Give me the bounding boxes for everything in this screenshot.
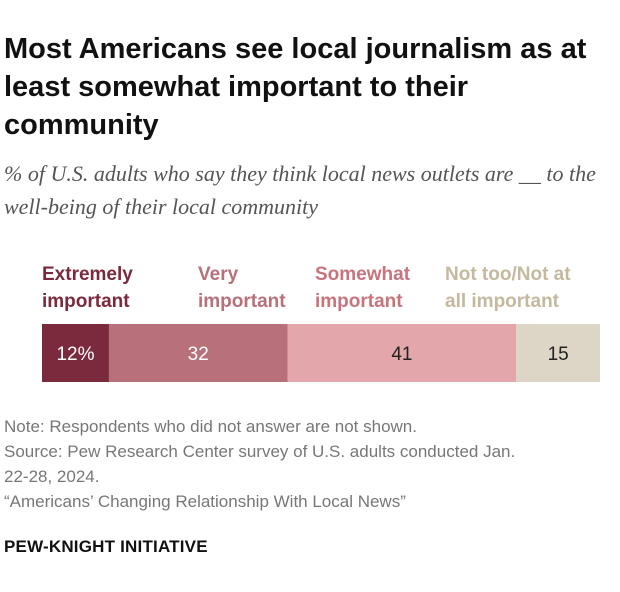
stacked-bar-chart: 12% 32 41 15: [42, 324, 600, 382]
legend-label-1-line-1: Extremely: [42, 264, 133, 285]
chart-notes: Note: Respondents who did not answer are…: [4, 414, 614, 514]
legend-label-1-line-2: important: [42, 291, 130, 312]
bar-segment-2: [108, 324, 288, 382]
data-label-2: 32: [188, 344, 209, 365]
chart-title: Most Americans see local journalism as a…: [4, 33, 587, 141]
data-label-4: 15: [548, 344, 569, 365]
legend-label-2-line-1: Very: [198, 264, 239, 285]
legend-label-2-line-2: important: [198, 291, 286, 312]
data-label-3: 41: [391, 344, 412, 365]
footer-brand: PEW-KNIGHT INITIATIVE: [4, 537, 208, 556]
source-text: Source: Pew Research Center survey of U.…: [4, 442, 516, 461]
report-title: “Americans’ Changing Relationship With L…: [4, 492, 406, 511]
chart-subtitle: % of U.S. adults who say they think loca…: [4, 161, 596, 219]
data-label-1: 12%: [56, 344, 94, 365]
bar-segment-1: [42, 324, 109, 382]
note-text: Note: Respondents who did not answer are…: [4, 417, 417, 436]
legend-label-4-line-2: all important: [445, 291, 560, 312]
bar-segment-3: [287, 324, 517, 382]
legend-item-4: Not too/Not at all important: [445, 261, 571, 315]
legend-label-3-line-1: Somewhat: [315, 264, 411, 285]
source-text-continued: 22-28, 2024.: [4, 467, 100, 486]
legend-label-3-line-2: important: [315, 291, 403, 312]
legend-item-1: Extremely important: [42, 261, 133, 315]
legend-item-2: Very important: [198, 261, 286, 315]
legend-label-4-line-1: Not too/Not at: [445, 264, 571, 285]
bar-segment-4: [516, 324, 600, 382]
legend-item-3: Somewhat important: [315, 261, 410, 315]
